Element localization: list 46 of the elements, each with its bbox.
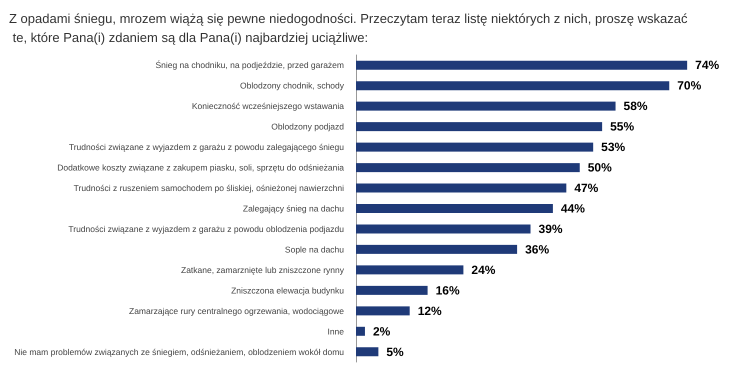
y-tick-label: Dodatkowe koszty związane z zakupem piasku, soli, sprzętu do odśnieżania	[57, 162, 344, 173]
data-label: 58%	[624, 99, 648, 114]
bar	[356, 204, 553, 213]
y-tick-label: Zniszczona elewacja budynku	[231, 285, 344, 296]
data-label: 53%	[601, 140, 626, 154]
data-label: 5%	[386, 344, 404, 359]
bar	[356, 102, 616, 111]
y-tick-label: Trudności związane z wyjazdem z garażu z powodu oblodzenia podjazdu	[68, 224, 344, 234]
data-label: 16%	[436, 283, 460, 298]
bar	[356, 122, 602, 132]
bar	[356, 60, 688, 70]
bar	[356, 326, 365, 336]
bar	[356, 306, 410, 316]
y-tick-label: Inne	[327, 326, 344, 336]
data-label: 74%	[695, 58, 720, 72]
data-label: 55%	[610, 120, 634, 134]
bar	[356, 265, 464, 274]
bar	[356, 81, 670, 90]
data-label: 36%	[525, 242, 550, 256]
chart-title: Z opadami śniegu, mrozem wiążą się pewne niedogodności. Przeczytam teraz listę niektórych z nich, proszę wskazać te, które Pana(i) zdaniem są dla Pana(i) najbardziej uciążliwe:	[9, 11, 688, 45]
bar	[356, 286, 428, 295]
y-tick-label: Zalegający śnieg na dachu	[242, 204, 344, 214]
y-tick-label: Sople na dachu	[284, 244, 344, 254]
y-tick-label: Trudności z ruszeniem samochodem po śliskiej, ośnieżonej nawierzchni	[74, 183, 344, 194]
y-tick-label: Oblodzony chodnik, schody	[240, 80, 345, 91]
y-tick-label: Oblodzony podjazd	[271, 122, 344, 132]
data-label: 44%	[560, 202, 586, 216]
data-label: 2%	[372, 324, 391, 338]
data-label: 12%	[418, 304, 442, 318]
bar	[356, 224, 531, 234]
bar	[356, 244, 518, 254]
data-label: 50%	[588, 160, 612, 175]
y-tick-label: Zamarzające rury centralnego ogrzewania, wodociągowe	[129, 306, 344, 316]
y-tick-label: Konieczność wcześniejszego wstawania	[192, 101, 344, 112]
bar	[356, 184, 566, 193]
bar	[356, 163, 580, 172]
y-tick-label: Trudności związane z wyjazdem z garażu z powodu zalegającego śniegu	[68, 142, 344, 152]
data-label: 39%	[538, 222, 563, 236]
y-tick-label: Śnieg na chodniku, na podjeździe, przed garażem	[155, 60, 344, 70]
y-tick-label: Zatkane, zamarznięte lub zniszczone rynny	[181, 264, 345, 275]
y-tick-label: Nie mam problemów związanych ze śniegiem, odśnieżaniem, oblodzeniem wokół domu	[14, 346, 344, 357]
bar	[356, 142, 594, 152]
data-label: 70%	[677, 78, 702, 93]
bar	[356, 347, 378, 356]
data-label: 47%	[574, 181, 599, 196]
data-label: 24%	[471, 262, 496, 277]
